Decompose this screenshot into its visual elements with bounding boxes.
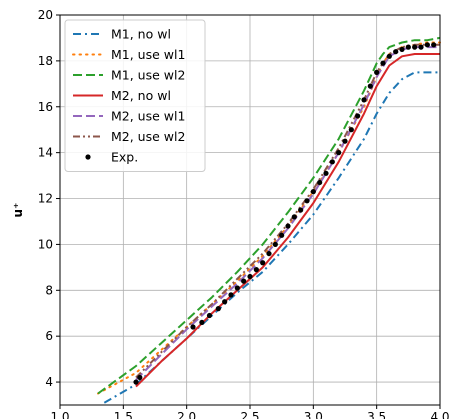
data-point [304, 198, 310, 204]
legend-entry: M1, no wl [73, 27, 171, 42]
data-point [348, 127, 354, 133]
data-point [222, 299, 228, 305]
data-point [260, 260, 266, 266]
data-point [393, 49, 399, 55]
y-tick-label: 14 [38, 146, 53, 160]
data-point [336, 150, 342, 156]
legend-entry: M2, use wl1 [73, 109, 185, 124]
legend-label: Exp. [111, 150, 138, 165]
legend-entry: M2, use wl2 [73, 129, 185, 144]
x-tick-label: 1.0 [50, 410, 69, 419]
x-tick-label: 4.0 [430, 410, 449, 419]
data-point [215, 306, 221, 312]
data-point [399, 46, 405, 53]
data-point [206, 312, 213, 319]
series-line-m1-use-wl2 [97, 36, 441, 395]
data-point [418, 44, 424, 50]
x-tick-label: 3.0 [304, 410, 323, 419]
y-tick-label: 18 [38, 54, 53, 68]
data-point [361, 97, 367, 103]
data-point [234, 285, 240, 291]
data-point [199, 319, 205, 326]
legend-label: M2, use wl1 [111, 109, 185, 124]
legend: M1, no wl M1, use wl1 M1, use wl2 M2, no wl… [64, 19, 206, 172]
legend-label: M2, no wl [111, 88, 171, 103]
legend-label: M1, use wl1 [111, 47, 185, 62]
data-point [241, 278, 247, 284]
legend-entry: M1, use wl1 [72, 47, 185, 62]
data-point [374, 69, 380, 75]
data-point [298, 207, 304, 213]
legend-marker [85, 154, 91, 160]
axis-ticks: 1.0 1.5 2.0 2.5 3.0 3.5 4.0 4 6 8 10 12 14 16 18 20 [38, 8, 450, 419]
series-layer [97, 36, 441, 404]
y-tick-label: 16 [38, 100, 53, 114]
data-point [190, 324, 196, 330]
data-point [329, 159, 335, 165]
data-point [412, 44, 418, 50]
data-point [133, 379, 139, 385]
data-point [253, 267, 259, 273]
data-point [272, 241, 278, 248]
data-point [317, 179, 323, 186]
legend-label: M1, no wl [111, 27, 171, 42]
y-tick-label: 12 [38, 192, 53, 206]
legend-box [64, 19, 206, 172]
data-point [380, 60, 386, 66]
data-point [285, 223, 291, 229]
y-tick-label: 8 [45, 283, 53, 297]
data-point [266, 250, 272, 257]
x-tick-label: 2.0 [177, 410, 196, 419]
data-point [386, 53, 392, 59]
y-tick-label: 4 [45, 375, 53, 389]
data-point [247, 273, 253, 280]
data-point [228, 292, 234, 298]
legend-label: M2, use wl2 [111, 129, 185, 144]
series-exp [133, 42, 437, 385]
y-tick-label: 6 [45, 329, 53, 343]
x-tick-label: 3.5 [367, 410, 386, 419]
data-point [367, 83, 373, 89]
legend-entry: M1, use wl2 [73, 68, 185, 83]
x-tick-label: 2.5 [240, 410, 259, 419]
data-point [137, 374, 143, 381]
data-point [405, 44, 411, 50]
x-tick-label: 1.5 [114, 410, 133, 419]
data-point [279, 232, 285, 238]
data-point [323, 170, 329, 176]
legend-entry: Exp. [85, 150, 138, 165]
y-tick-label: 10 [38, 237, 53, 251]
data-point [355, 113, 361, 119]
legend-label: M1, use wl2 [111, 68, 185, 83]
y-tick-label: 20 [38, 8, 53, 22]
legend-entry: M2, no wl [73, 88, 171, 103]
y-axis-label: u⁺ [11, 203, 25, 218]
data-point [424, 42, 430, 48]
data-point [342, 138, 348, 144]
data-point [310, 189, 316, 195]
data-point [291, 214, 297, 220]
data-point [431, 42, 437, 48]
series-line-m2-no-wl [135, 53, 440, 388]
